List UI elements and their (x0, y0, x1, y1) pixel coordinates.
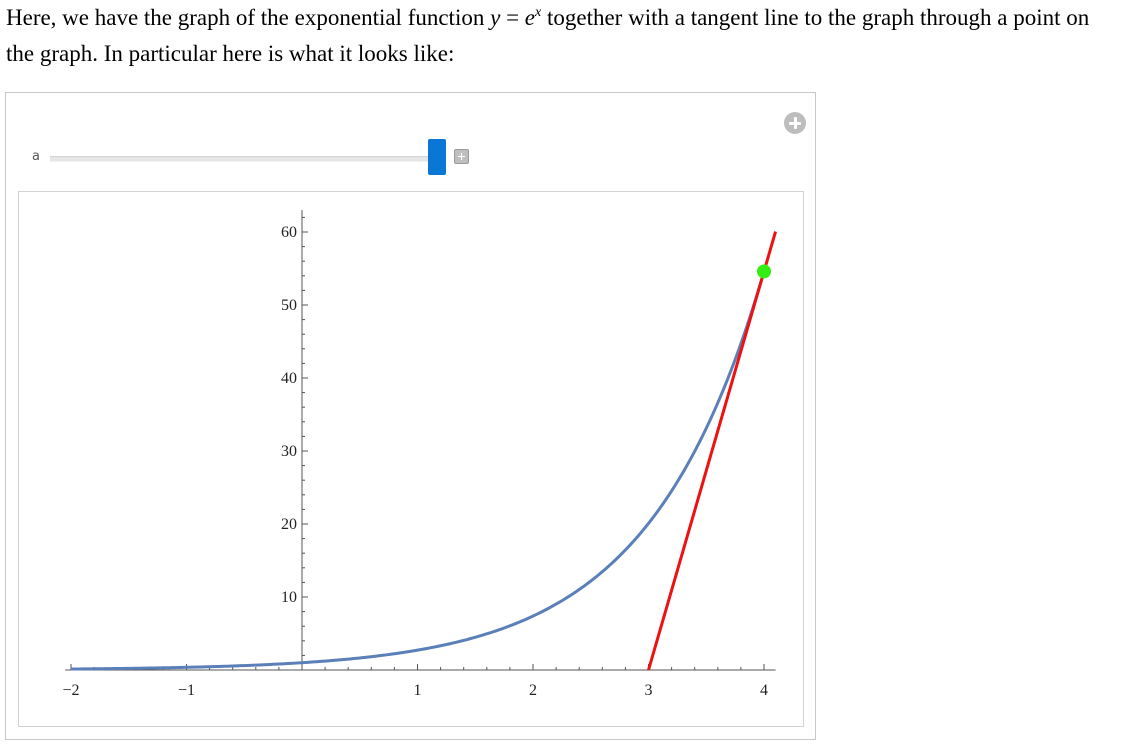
manipulate-panel: a −2 −1 1 2 3 4 10 20 30 40 50 60 (5, 92, 816, 740)
tangent-point (757, 264, 771, 279)
add-plus-icon[interactable] (784, 112, 806, 134)
intro-paragraph: Here, we have the graph of the exponenti… (6, 0, 1121, 72)
slider-label: a (32, 149, 40, 164)
a-slider-thumb[interactable] (428, 139, 446, 175)
y-tick-label: 20 (281, 516, 297, 533)
tangent-line (647, 231, 777, 671)
y-tick-label: 50 (281, 297, 297, 314)
plot-panel: −2 −1 1 2 3 4 10 20 30 40 50 60 (18, 191, 804, 727)
x-tick-label: 2 (529, 682, 537, 699)
y-tick-label: 30 (281, 443, 297, 460)
y-tick-label: 40 (281, 370, 297, 387)
x-tick-label: 4 (760, 682, 768, 699)
x-tick-label: −1 (178, 682, 195, 699)
x-tick-label: 3 (645, 682, 653, 699)
x-tick-label: −2 (62, 682, 79, 699)
x-tick-label: 1 (414, 682, 422, 699)
exponential-plot: −2 −1 1 2 3 4 10 20 30 40 50 60 (62, 210, 777, 699)
y-tick-label: 10 (281, 589, 297, 606)
a-slider-track[interactable] (50, 156, 444, 162)
y-tick-label: 60 (281, 224, 297, 241)
slider-expand-icon[interactable] (454, 149, 469, 164)
y-variable: y (490, 5, 501, 30)
equals-sign: = (500, 5, 525, 30)
e-base: e (524, 5, 536, 30)
exponential-curve (70, 271, 766, 671)
intro-text-start: Here, we have the graph of the exponenti… (6, 5, 491, 30)
x-exponent: x (535, 5, 542, 20)
intro-text-end: together with a tangent line to the grap… (6, 5, 1090, 66)
